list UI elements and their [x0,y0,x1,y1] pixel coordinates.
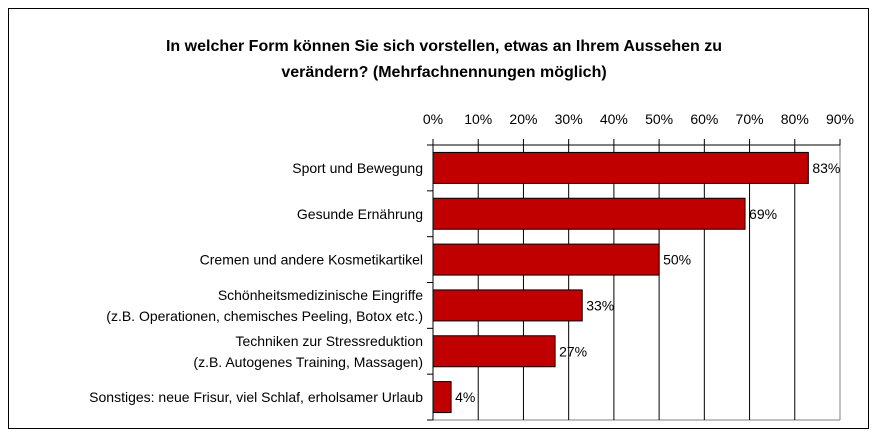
data-label: 83% [812,160,840,176]
category-label: Sonstiges: neue Frisur, viel Schlaf, erh… [89,389,423,405]
bar [432,289,583,322]
data-label: 69% [749,206,777,222]
title-line-1: In welcher Form können Sie sich vorstell… [165,38,722,55]
data-label: 4% [455,389,475,405]
category-label: (z.B. Autogenes Training, Massagen) [193,354,423,370]
category-label: Cremen und andere Kosmetikartikel [200,252,423,268]
category-label: Schönheitsmedizinische Eingriffe [218,287,423,303]
chart-frame [8,8,869,429]
bar [432,243,660,276]
category-label: (z.B. Operationen, chemisches Peeling, B… [106,308,423,324]
category-label: Gesunde Ernährung [297,206,423,222]
x-tick-label: 20% [509,111,537,127]
x-tick-label: 40% [600,111,628,127]
data-label: 33% [586,297,614,313]
bar [432,151,809,184]
x-tick-label: 70% [736,111,764,127]
data-label: 27% [559,343,587,359]
x-tick-label: 80% [781,111,809,127]
x-tick-label: 60% [690,111,718,127]
x-tick-label: 90% [826,111,854,127]
x-tick-label: 30% [555,111,583,127]
category-label: Techniken zur Stressreduktion [235,333,423,349]
chart-title: In welcher Form können Sie sich vorstell… [0,34,888,86]
bar [432,197,746,230]
x-tick-label: 0% [423,111,443,127]
bar [432,335,556,368]
title-line-2: verändern? (Mehrfachnennungen möglich) [281,64,607,81]
bar [432,381,452,414]
category-label: Sport und Bewegung [292,160,423,176]
data-label: 50% [663,252,691,268]
x-tick-label: 10% [464,111,492,127]
x-tick-label: 50% [645,111,673,127]
